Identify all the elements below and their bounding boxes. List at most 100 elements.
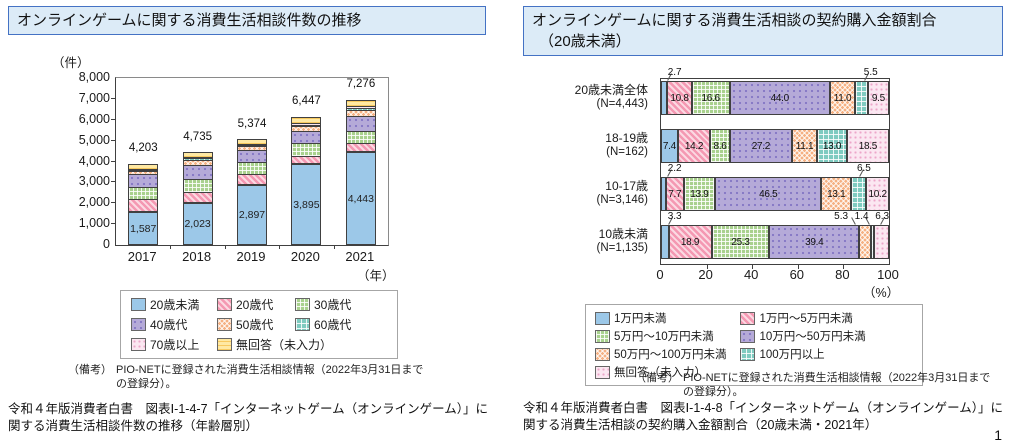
legend-label: 20歳代 (236, 298, 274, 312)
segment-pink: 10.8 (667, 81, 692, 115)
segment-value-label: 9.5 (871, 92, 885, 104)
segment-blue: 1,587 (128, 212, 159, 245)
left-chart-plot: 1,587 4,203 2,023 4,735 2,897 5,374 3,895 6,447… (111, 77, 389, 249)
segment-blue: 2,897 (237, 185, 268, 245)
legend-item-yellow: 無回答（未入力） (217, 336, 332, 353)
pink-swatch-icon (217, 298, 232, 311)
legend-label: 20歳未満 (150, 298, 200, 312)
segment-value-label: 16.6 (701, 92, 721, 104)
x-tick-label: 60 (789, 267, 805, 282)
segment-lavender: 9.5 (867, 81, 890, 115)
segment-value-label: 18.5 (858, 140, 878, 152)
legend-label: 100万円以上 (759, 349, 825, 361)
green-swatch-icon (295, 298, 310, 311)
bar-total-label: 4,735 (183, 131, 212, 144)
stacked-bar-2019: 2,897 (237, 139, 268, 245)
left-caption: 令和４年版消費者白書 図表Ⅰ-1-4-7「インターネットゲーム（オンラインゲーム… (8, 402, 489, 433)
y-tick-label: 8,000 (78, 70, 110, 84)
orange-swatch-icon (217, 318, 232, 331)
segment-value-label: 18.9 (680, 236, 700, 248)
right-category-labels: 20歳未満全体 (N=4,443) 18-19歳 (N=162) 10-17歳 (N=3,… (523, 78, 654, 263)
right-axis-percent-label: （%） (863, 286, 900, 300)
segment-pink: 14.2 (677, 129, 711, 163)
right-chart-title-line2: （20歳未満） (539, 33, 631, 50)
segment-blue (661, 177, 667, 211)
left-figure-panel: オンラインゲームに関する消費生活相談件数の推移 （件） 8,000 7,000 6,… (8, 6, 494, 443)
segment-green: 8.6 (710, 129, 730, 163)
legend-label: 10万円～50万円未満 (759, 331, 866, 343)
left-axis-unit-label: （件） (52, 56, 90, 70)
category-label-0: 20歳未満全体 (N=4,443) (575, 82, 648, 112)
segment-green (128, 187, 159, 200)
y-tick-mark (111, 181, 116, 183)
callout-value-label: 5.3 (834, 211, 849, 222)
legend-label: 無回答（未入力） (614, 367, 706, 379)
segment-green: 13.9 (683, 177, 716, 211)
segment-yellow (291, 117, 322, 124)
legend-item-lavender: 70歳以上 (131, 336, 217, 353)
x-tick-mark (333, 245, 335, 249)
segment-value-label: 46.5 (759, 188, 778, 200)
segment-pink (237, 174, 268, 185)
x-tick-mark (797, 265, 799, 269)
blue-swatch-icon (131, 298, 146, 311)
category-n-label: (N=1,135) (596, 242, 648, 254)
pink-swatch-icon (740, 311, 756, 325)
x-tick-label: 20 (698, 267, 713, 282)
segment-value-label: 7.4 (662, 140, 676, 152)
segment-value-label: 44.0 (770, 92, 790, 104)
x-tick-label: 40 (743, 267, 759, 282)
y-tick-label: 2,000 (78, 195, 110, 210)
x-tick-label: 80 (835, 267, 850, 282)
category-name: 20歳未満全体 (574, 83, 648, 97)
y-tick-mark (111, 202, 116, 204)
callout-value-label: 2.2 (667, 163, 682, 174)
bar-group-2019: 2,897 5,374 (225, 78, 279, 245)
x-tick-label: 0 (656, 267, 664, 282)
legend-label: 70歳以上 (150, 338, 200, 352)
right-note-text: PIO-NETに登録された消費生活相談情報（2022年3月31日までの登録分）。 (683, 372, 991, 398)
left-chart-title: オンラインゲームに関する消費生活相談件数の推移 (8, 6, 486, 35)
legend-item-pink: 1万円～5万円未満 (740, 310, 865, 326)
segment-teal (851, 177, 866, 211)
legend-item-orange: 50歳代 (217, 316, 295, 333)
category-name: 10歳未満 (598, 227, 648, 241)
y-tick-mark (111, 160, 116, 162)
left-y-axis-labels: 8,000 7,000 6,000 5,000 4,000 3,000 2,000 1,000… (38, 70, 110, 251)
legend-item-green: 30歳代 (295, 296, 387, 313)
segment-blue: 7.4 (661, 129, 678, 163)
segment-purple (345, 116, 376, 132)
category-label-2: 10-17歳 (N=3,146) (597, 178, 648, 208)
segment-blue: 3,895 (291, 164, 322, 245)
bar-total-label: 7,276 (346, 78, 376, 91)
lavender-swatch-icon (131, 338, 146, 351)
hbar-row-0: 10.8 16.6 44.0 11.0 9.5 (661, 81, 890, 115)
segment-value-label: 39.4 (805, 236, 824, 248)
left-axis-year-label: （年） (357, 269, 395, 283)
bar-group-2017: 1,587 4,203 (116, 78, 170, 245)
right-legend: 1万円未満 1万円～5万円未満 5万円～10万円未満 10万円～50万円未満 50万円～… (585, 304, 923, 386)
orange-swatch-icon (595, 347, 610, 361)
legend-label: 無回答（未入力） (236, 338, 333, 352)
segment-purple: 39.4 (769, 225, 860, 259)
y-tick-label: 5,000 (78, 132, 110, 147)
segment-orange: 11.1 (791, 129, 818, 163)
legend-label: 5万円～10万円未満 (614, 331, 714, 343)
x-tick-mark (706, 265, 708, 269)
segment-yellow (182, 152, 213, 158)
bar-total-label: 4,203 (128, 142, 158, 155)
x-tick-label: 2019 (236, 249, 266, 264)
segment-pink (182, 192, 213, 203)
left-x-axis-labels: 2017 2018 2019 2020 2021 (115, 249, 387, 265)
segment-blue (661, 225, 669, 259)
green-swatch-icon (595, 329, 610, 343)
y-tick-label: 4,000 (78, 153, 110, 168)
bar-total-label: 6,447 (292, 95, 321, 108)
x-tick-mark (224, 245, 226, 249)
segment-lavender: 18.5 (846, 129, 889, 163)
x-tick-label: 2018 (182, 249, 212, 264)
legend-item-green: 5万円～10万円未満 (595, 328, 726, 344)
segment-blue: 2,023 (182, 203, 213, 245)
stacked-bar-2020: 3,895 (291, 117, 322, 245)
legend-item-orange: 50万円～100万円未満 (595, 346, 726, 362)
